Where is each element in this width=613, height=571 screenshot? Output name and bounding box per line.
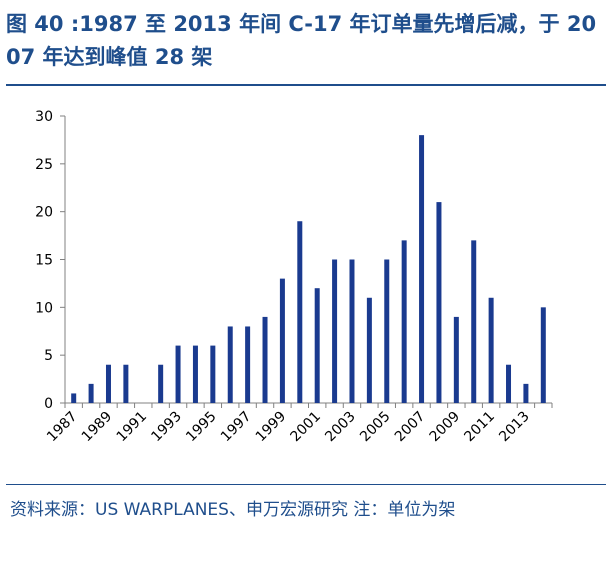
bar-2005 bbox=[384, 259, 390, 403]
bar-2011 bbox=[488, 297, 494, 403]
bar-1996 bbox=[227, 326, 233, 403]
x-tick-label: 1995 bbox=[183, 409, 220, 446]
bar-2013 bbox=[523, 383, 529, 403]
x-tick-label: 1993 bbox=[148, 409, 185, 446]
bar-2008 bbox=[436, 202, 442, 403]
bar-2004 bbox=[366, 297, 372, 403]
x-tick-label: 2011 bbox=[461, 409, 498, 446]
bar-1992 bbox=[158, 364, 164, 403]
y-tick-label: 0 bbox=[44, 396, 53, 412]
x-tick-label: 2003 bbox=[322, 409, 359, 446]
y-tick-label: 10 bbox=[35, 300, 53, 316]
bar-2007 bbox=[419, 135, 425, 403]
bar-series bbox=[71, 135, 546, 403]
chart-title: 图 40 :1987 至 2013 年间 C-17 年订单量先增后减，于 200… bbox=[6, 12, 597, 69]
bar-2010 bbox=[471, 240, 477, 403]
x-tick-label: 1987 bbox=[44, 409, 81, 446]
bar-chart: 0 5 10 15 20 25 30 198719891991199319951997199… bbox=[35, 109, 553, 446]
y-axis: 0 5 10 15 20 25 30 bbox=[35, 109, 66, 412]
bar-2009 bbox=[453, 316, 459, 403]
bar-1994 bbox=[192, 345, 198, 403]
bar-2000 bbox=[297, 221, 303, 403]
x-tick-label: 2001 bbox=[288, 409, 325, 446]
bar-2001 bbox=[314, 288, 320, 403]
x-tick-label: 2005 bbox=[357, 409, 394, 446]
bar-2014 bbox=[540, 307, 546, 403]
x-tick-label: 2013 bbox=[496, 409, 533, 446]
y-tick-label: 15 bbox=[35, 253, 53, 269]
title-divider bbox=[6, 84, 606, 86]
bar-2002 bbox=[332, 259, 338, 403]
bar-1998 bbox=[262, 316, 268, 403]
bar-1997 bbox=[245, 326, 251, 403]
bar-1999 bbox=[279, 278, 285, 403]
y-tick-label: 30 bbox=[35, 109, 53, 125]
bar-1995 bbox=[210, 345, 216, 403]
source-note: 资料来源：US WARPLANES、申万宏源研究 注：单位为架 bbox=[10, 500, 456, 520]
x-tick-label: 2009 bbox=[427, 409, 464, 446]
x-axis: 1987198919911993199519971999200120032005… bbox=[44, 402, 553, 446]
x-tick-label: 1997 bbox=[218, 409, 255, 446]
bar-2012 bbox=[506, 364, 512, 403]
x-tick-label: 1989 bbox=[79, 409, 116, 446]
bar-2003 bbox=[349, 259, 355, 403]
bar-1990 bbox=[123, 364, 129, 403]
y-tick-label: 20 bbox=[35, 205, 53, 221]
source-divider bbox=[6, 484, 606, 485]
bar-1989 bbox=[105, 364, 111, 403]
bar-1993 bbox=[175, 345, 181, 403]
bar-1988 bbox=[88, 383, 94, 403]
x-tick-label: 1991 bbox=[114, 409, 151, 446]
y-tick-label: 5 bbox=[44, 348, 53, 364]
bar-2006 bbox=[401, 240, 407, 403]
bar-1987 bbox=[71, 393, 77, 403]
y-tick-label: 25 bbox=[35, 157, 53, 173]
x-tick-label: 1999 bbox=[253, 409, 290, 446]
x-tick-label: 2007 bbox=[392, 409, 429, 446]
